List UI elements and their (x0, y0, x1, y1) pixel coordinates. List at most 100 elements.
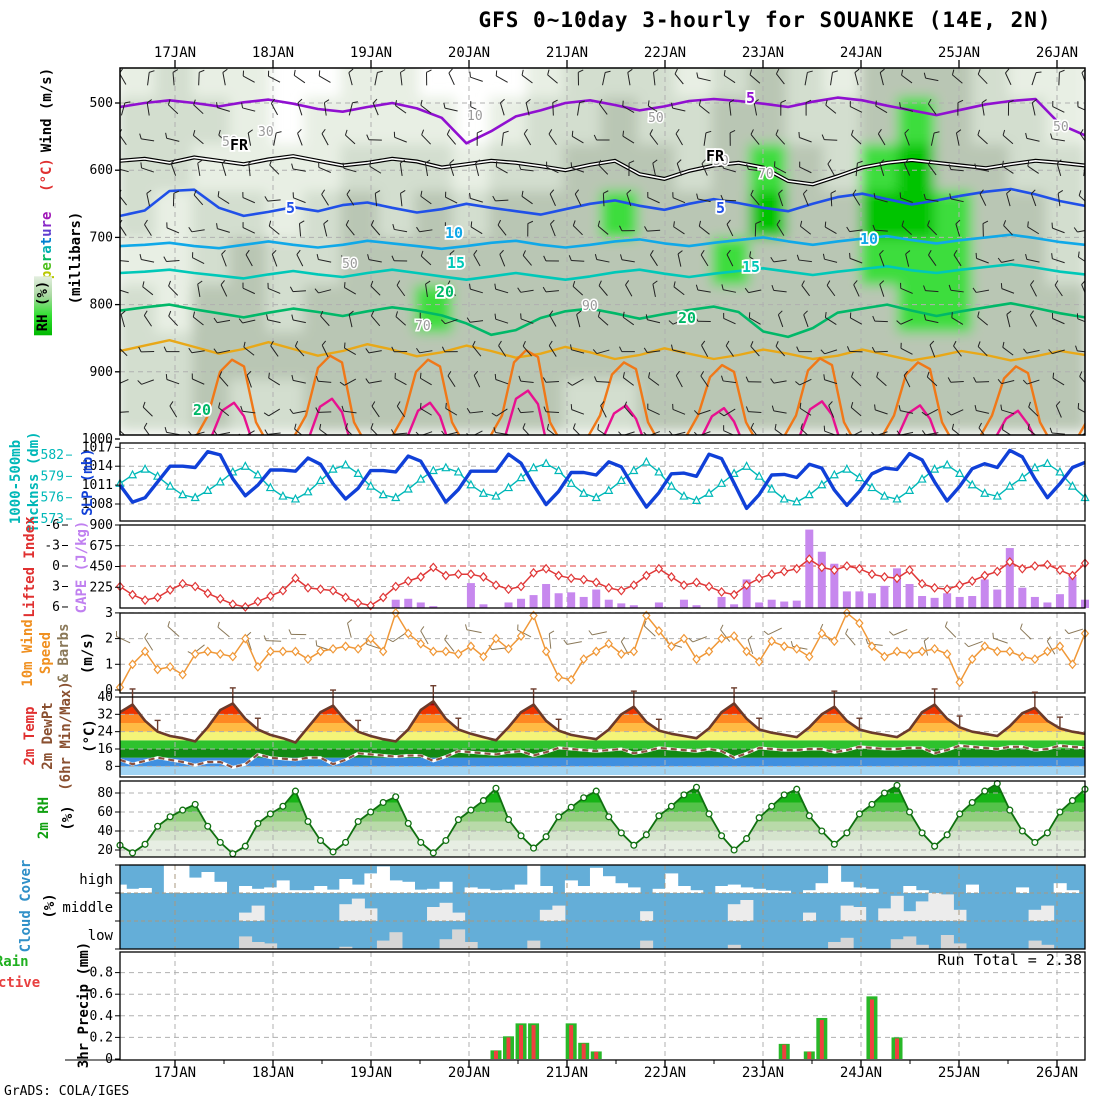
svg-text:20: 20 (97, 843, 113, 858)
svg-text:10: 10 (445, 224, 463, 242)
svg-text:18JAN: 18JAN (252, 45, 294, 61)
svg-text:FR: FR (706, 147, 725, 165)
svg-text:2: 2 (105, 632, 113, 647)
svg-text:24JAN: 24JAN (840, 45, 882, 61)
millibars-label: (millibars) (68, 211, 84, 305)
svg-text:30: 30 (258, 125, 274, 140)
svg-text:50: 50 (713, 154, 729, 169)
svg-text:19JAN: 19JAN (350, 1065, 392, 1081)
svg-text:0: 0 (105, 683, 113, 698)
svg-text:700: 700 (90, 230, 113, 245)
run-total-text: Run Total = 2.38 (937, 951, 1083, 969)
svg-text:22JAN: 22JAN (644, 45, 686, 61)
svg-text:0.2: 0.2 (90, 1030, 113, 1045)
pct-units-label: (%) (60, 805, 76, 831)
svg-text:5: 5 (286, 199, 295, 217)
temp2m-label: 2m Temp (22, 706, 38, 766)
svg-text:50: 50 (342, 257, 358, 272)
svg-text:80: 80 (97, 786, 113, 801)
panel-rh2m: 20 40 60 80 (97, 779, 1089, 858)
cloud-cover-label: Cloud Cover (18, 859, 34, 953)
barbs-label: & Barbs (56, 623, 72, 683)
svg-text:3: 3 (105, 606, 113, 621)
svg-text:8: 8 (105, 759, 113, 774)
svg-text:10: 10 (467, 109, 483, 124)
svg-text:582: 582 (41, 448, 64, 463)
svg-text:-6: -6 (44, 518, 60, 533)
precip-axis-label: 3hr Precip (mm) (76, 941, 92, 1069)
svg-text:6: 6 (52, 600, 60, 615)
svg-text:1008: 1008 (82, 497, 113, 512)
grads-credit: GrADS: COLA/IGES (4, 1084, 130, 1099)
svg-text:1017: 1017 (82, 440, 113, 455)
svg-text:21JAN: 21JAN (546, 1065, 588, 1081)
svg-text:middle: middle (62, 900, 113, 916)
svg-text:24: 24 (97, 725, 113, 740)
svg-text:high: high (79, 872, 113, 888)
rh-shade-legend: RH (%) (34, 276, 52, 336)
page-title: GFS 0~10day 3-hourly for SOUANKE (14E, 2… (478, 8, 1052, 32)
svg-text:15: 15 (447, 254, 465, 272)
svg-text:5: 5 (716, 199, 725, 217)
svg-text:24JAN: 24JAN (840, 1065, 882, 1081)
svg-text:21JAN: 21JAN (546, 45, 588, 61)
svg-text:600: 600 (90, 163, 113, 178)
svg-text:500: 500 (90, 96, 113, 111)
svg-text:5: 5 (746, 89, 755, 107)
minmax-label: (6hr Min/Max) (58, 681, 74, 791)
svg-text:20: 20 (436, 283, 454, 301)
panel-wind10m: 0 1 2 3 (105, 606, 1090, 698)
panel-precip: 00.20.40.60.8 (90, 951, 1086, 1067)
svg-text:19JAN: 19JAN (350, 45, 392, 61)
svg-text:17JAN: 17JAN (154, 45, 196, 61)
svg-text:675: 675 (90, 539, 113, 554)
svg-text:40: 40 (97, 824, 113, 839)
svg-text:18JAN: 18JAN (252, 1065, 294, 1081)
wind10m-label: 10m Wind (20, 619, 36, 687)
svg-text:0.6: 0.6 (90, 987, 113, 1002)
svg-text:10: 10 (860, 230, 878, 248)
dewpt2m-label: 2m DewPt (40, 702, 56, 770)
svg-text:900: 900 (90, 365, 113, 380)
svg-text:50: 50 (648, 111, 664, 126)
svg-text:-3: -3 (44, 539, 60, 554)
rh2m-label: 2m RH (36, 796, 52, 840)
svg-text:70: 70 (758, 167, 774, 182)
svg-text:225: 225 (90, 580, 113, 595)
svg-text:40: 40 (97, 690, 113, 705)
temp-units-label: (°C) (39, 158, 55, 192)
svg-text:573: 573 (41, 512, 64, 527)
svg-text:50: 50 (222, 135, 238, 150)
cape-label: CAPE (J/kg) (74, 520, 90, 614)
slp-label: SLP (mb) (80, 448, 96, 516)
svg-text:1000: 1000 (82, 432, 113, 447)
svg-text:20JAN: 20JAN (448, 45, 490, 61)
svg-text:16: 16 (97, 742, 113, 757)
svg-text:450: 450 (90, 560, 113, 575)
svg-text:15: 15 (742, 258, 760, 276)
total-rain-label: Total / Rain (0, 954, 29, 970)
svg-text:60: 60 (97, 805, 113, 820)
top-date-axis: 17JAN 18JAN 19JAN 20JAN 21JAN 22JAN 23JAN 24JAN… (154, 45, 1078, 68)
cloud-pct-label: (%) (42, 893, 58, 919)
svg-text:20JAN: 20JAN (448, 1065, 490, 1081)
degc-units-label: (°C) (82, 719, 98, 753)
svg-text:0.4: 0.4 (90, 1009, 114, 1024)
svg-text:23JAN: 23JAN (742, 45, 784, 61)
svg-text:576: 576 (41, 491, 64, 506)
bottom-date-axis: 17JAN 18JAN 19JAN 20JAN 21JAN 22JAN 23JAN 24JAN… (65, 1059, 1078, 1081)
svg-text:22JAN: 22JAN (644, 1065, 686, 1081)
wind-units-label: Wind (m/s) (39, 67, 55, 153)
svg-text:579: 579 (41, 469, 64, 484)
svg-text:90: 90 (582, 299, 598, 314)
svg-text:900: 900 (90, 518, 113, 533)
svg-text:26JAN: 26JAN (1036, 1065, 1078, 1081)
svg-text:3: 3 (52, 579, 60, 594)
svg-text:25JAN: 25JAN (938, 1065, 980, 1081)
lifted-index-label: Lifted Index (22, 516, 38, 618)
svg-text:FR: FR (230, 136, 249, 154)
svg-text:800: 800 (90, 298, 113, 313)
svg-text:1: 1 (105, 657, 113, 672)
